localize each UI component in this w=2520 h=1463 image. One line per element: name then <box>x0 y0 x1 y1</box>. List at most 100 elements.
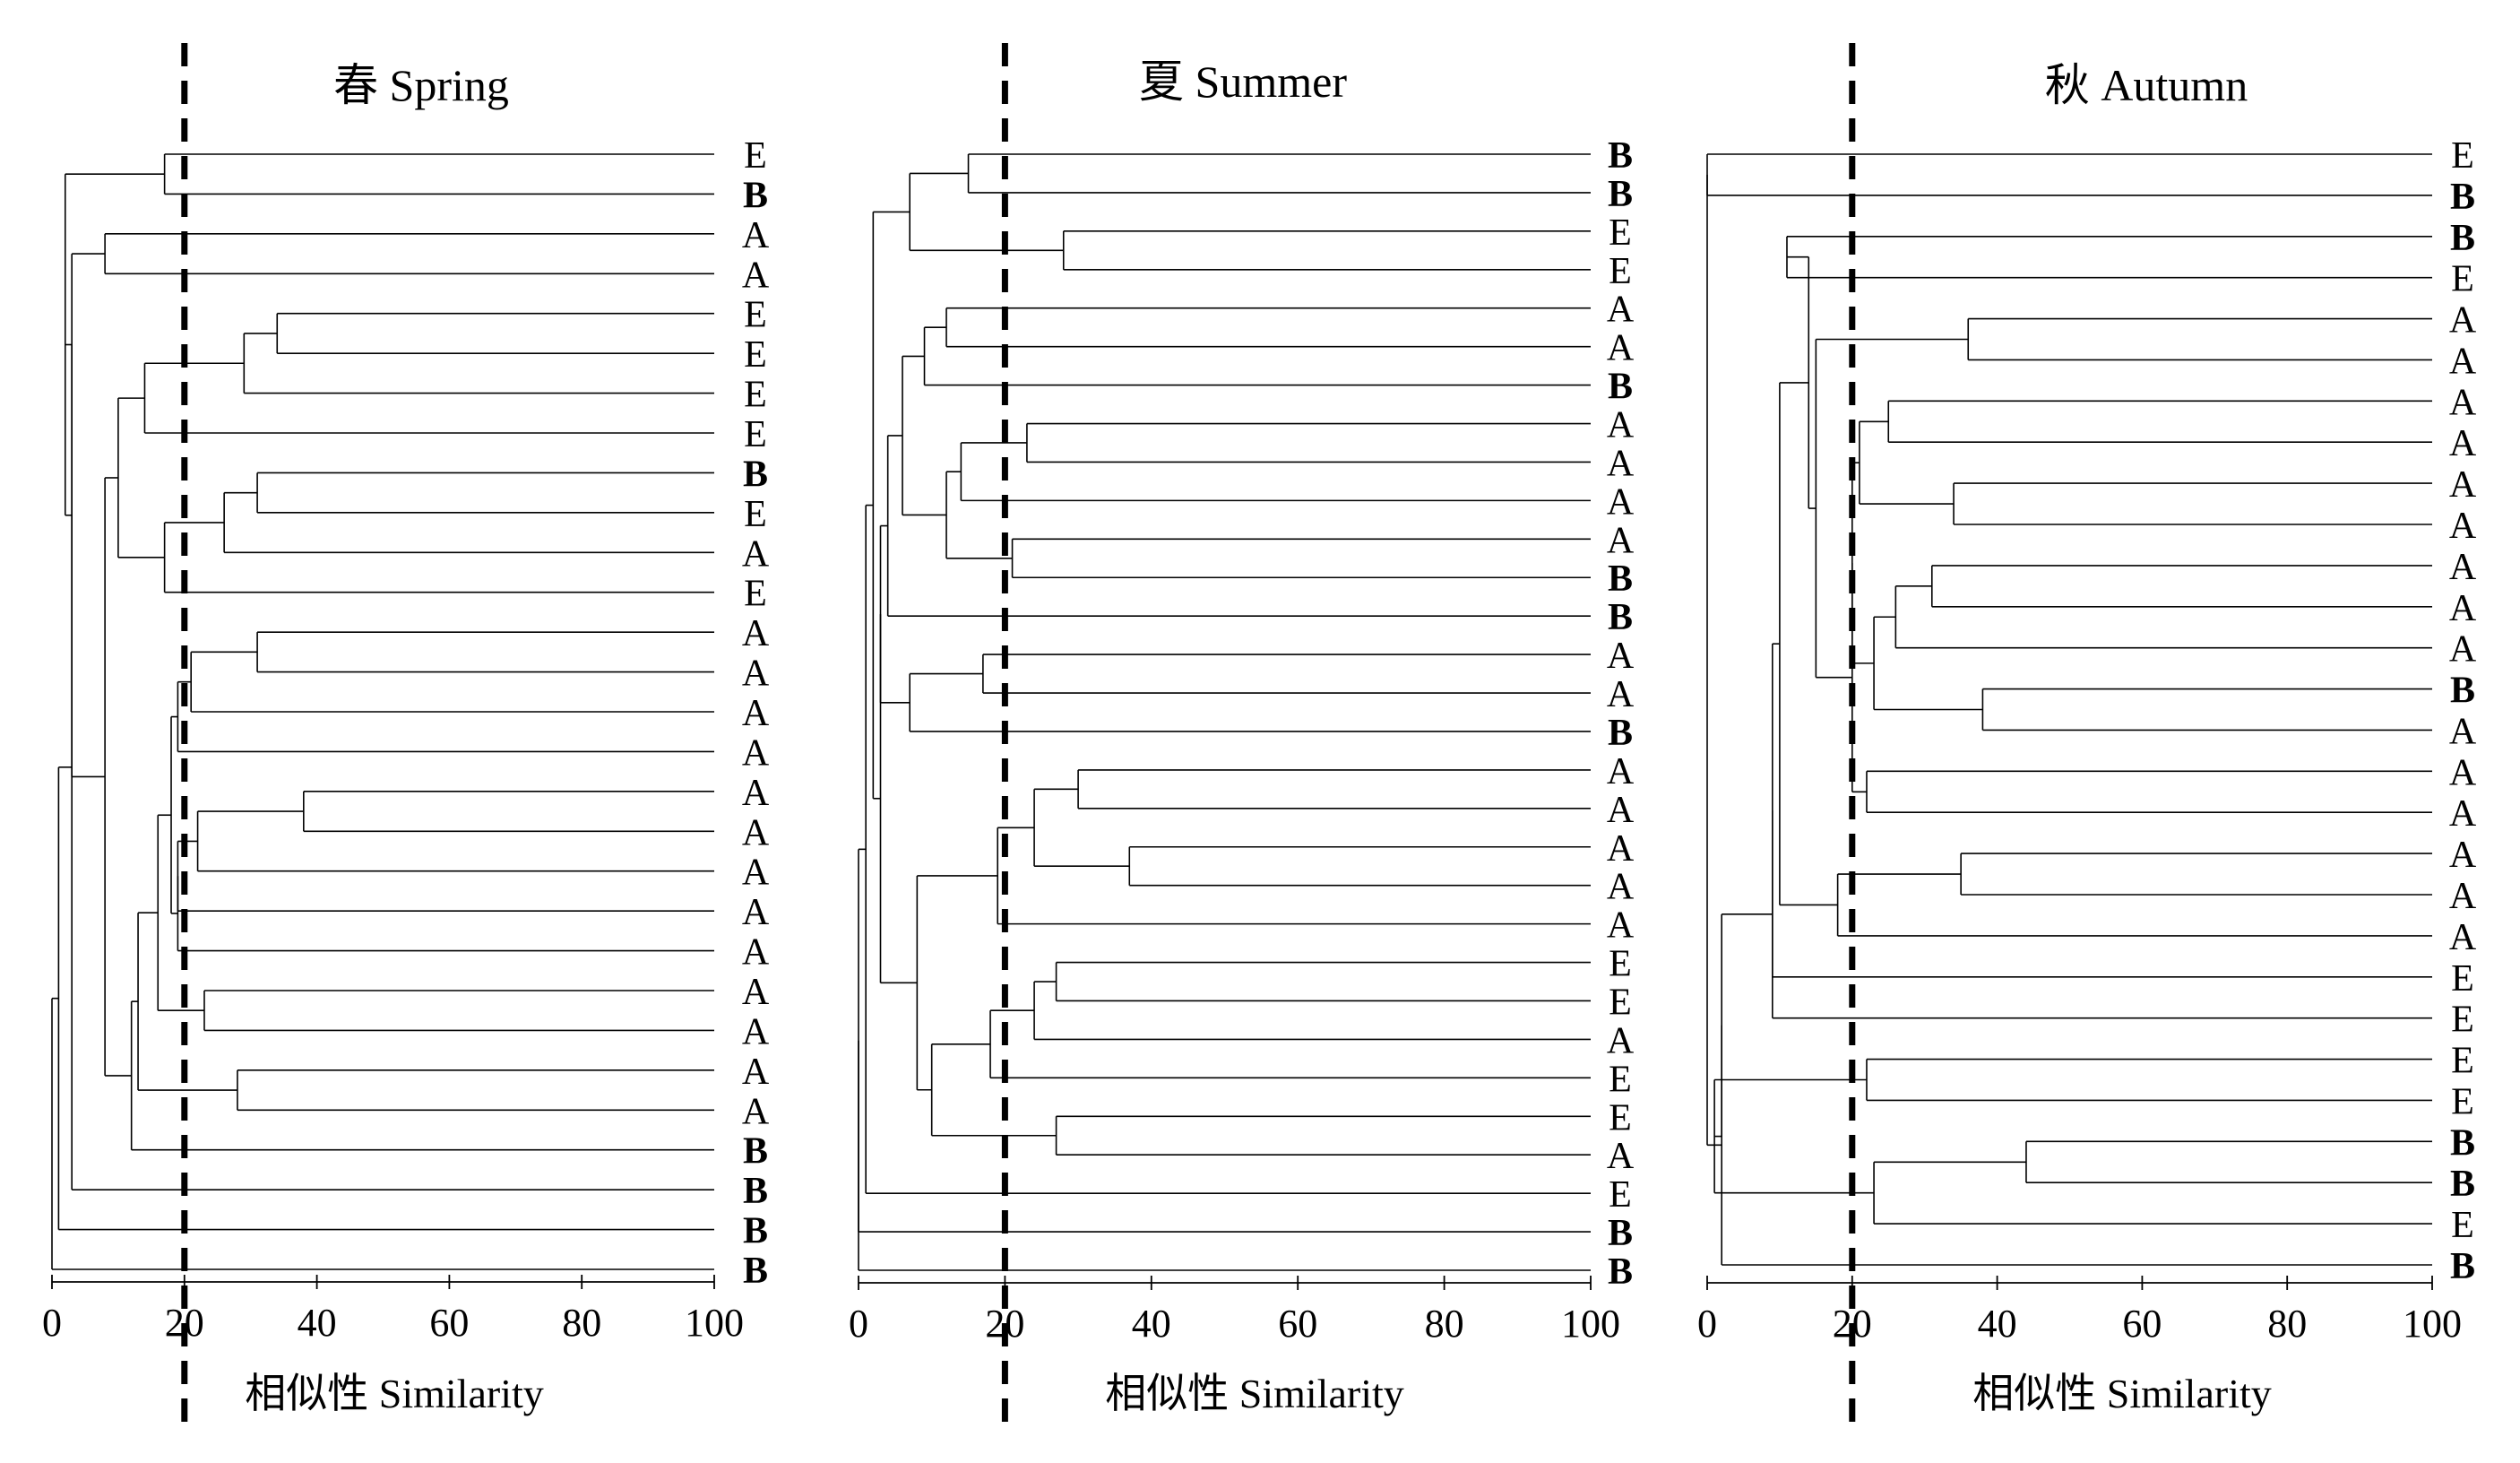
leaf-label: E <box>744 414 767 455</box>
leaf-label: B <box>1608 558 1633 600</box>
x-tick-label: 0 <box>849 1302 868 1346</box>
leaf-label: A <box>2449 300 2477 342</box>
leaf-label: A <box>2449 382 2477 423</box>
leaf-label: E <box>744 574 767 615</box>
leaf-label: E <box>1609 1097 1632 1138</box>
leaf-label: A <box>2449 711 2477 752</box>
leaf-label: A <box>2449 917 2477 958</box>
leaf-label: A <box>742 972 770 1013</box>
leaf-label: A <box>742 1052 770 1093</box>
leaf-label: A <box>1607 328 1635 369</box>
leaf-label: E <box>2451 1081 2474 1122</box>
leaf-label: E <box>2451 1000 2474 1041</box>
leaf-label: A <box>742 853 770 894</box>
leaf-label: A <box>742 932 770 974</box>
leaf-label: B <box>2450 671 2475 712</box>
leaf-label: A <box>1607 405 1635 446</box>
leaf-label: A <box>1607 443 1635 484</box>
leaf-label: B <box>743 1251 768 1292</box>
dendrogram-branches <box>1706 153 2432 1266</box>
leaf-label: A <box>742 773 770 814</box>
leaf-label: B <box>743 175 768 216</box>
x-tick-label: 80 <box>562 1301 601 1345</box>
leaf-label: B <box>2450 1122 2475 1164</box>
leaf-label: A <box>2449 629 2477 671</box>
leaf-label: A <box>742 812 770 853</box>
leaf-label: B <box>1608 1213 1633 1254</box>
x-axis-label: 相似性 Similarity <box>1105 1371 1404 1416</box>
leaf-label: E <box>744 334 767 376</box>
dendrogram-branches <box>858 153 1591 1271</box>
leaf-label: E <box>1609 251 1632 292</box>
leaf-label: A <box>1607 1136 1635 1177</box>
x-tick-label: 80 <box>2267 1302 2307 1346</box>
leaf-label: A <box>1607 481 1635 523</box>
leaf-label: A <box>742 654 770 695</box>
leaf-label: A <box>2449 464 2477 506</box>
panel-title: 春 Spring <box>333 60 509 110</box>
leaf-label: A <box>1607 828 1635 870</box>
leaf-label: B <box>743 454 768 495</box>
leaf-label: A <box>1607 905 1635 947</box>
x-tick-label: 40 <box>1978 1302 2017 1346</box>
leaf-label: E <box>1609 1174 1632 1216</box>
leaf-label: E <box>744 295 767 336</box>
leaf-label: A <box>1607 674 1635 715</box>
leaf-label: E <box>2451 958 2474 1000</box>
leaf-label: E <box>1609 212 1632 254</box>
leaf-label: A <box>1607 290 1635 331</box>
leaf-label: A <box>742 613 770 654</box>
leaf-label: A <box>742 732 770 774</box>
leaf-label: A <box>2449 876 2477 917</box>
leaf-label: A <box>742 1091 770 1132</box>
panel-title: 秋 Autumn <box>2045 60 2248 110</box>
leaf-label: A <box>1607 867 1635 908</box>
leaf-label: E <box>2451 1205 2474 1246</box>
x-tick-label: 0 <box>1697 1302 1717 1346</box>
leaf-label: E <box>1609 1059 1632 1100</box>
leaf-label: A <box>742 1011 770 1052</box>
leaf-label: A <box>742 255 770 296</box>
leaf-label: A <box>742 533 770 575</box>
leaf-label: E <box>744 494 767 535</box>
leaf-label: E <box>2451 135 2474 177</box>
leaf-label: A <box>2449 793 2477 835</box>
x-tick-label: 60 <box>1278 1302 1317 1346</box>
leaf-label: B <box>743 1171 768 1212</box>
leaf-label: E <box>1609 982 1632 1023</box>
leaf-label: A <box>1607 790 1635 831</box>
x-tick-label: 60 <box>429 1301 469 1345</box>
dendrogram-panel-3: 秋 AutumnEBBEAAAAAAAAABAAAAAAEEEEBBEB0204… <box>1697 43 2477 1434</box>
leaf-label: A <box>2449 341 2477 382</box>
leaf-label: B <box>743 1211 768 1252</box>
dendrogram-panel-2: 夏 SummerBBEEAABAAAABBAABAAAAAEEAEEAEBB02… <box>849 43 1635 1434</box>
x-tick-label: 100 <box>685 1301 744 1345</box>
x-tick-label: 40 <box>1132 1302 1171 1346</box>
leaf-label: B <box>1608 597 1633 638</box>
leaf-label: A <box>1607 751 1635 792</box>
leaf-label: A <box>1607 636 1635 677</box>
leaf-label: B <box>1608 1251 1633 1293</box>
leaf-label: B <box>1608 174 1633 215</box>
x-tick-label: 60 <box>2122 1302 2162 1346</box>
x-tick-label: 100 <box>1561 1302 1620 1346</box>
leaf-label: A <box>742 215 770 256</box>
leaf-label: A <box>2449 506 2477 547</box>
leaf-label: A <box>2449 547 2477 588</box>
leaf-label: A <box>2449 423 2477 464</box>
leaf-label: B <box>2450 218 2475 259</box>
leaf-label: A <box>742 693 770 734</box>
leaf-label: B <box>2450 1246 2475 1287</box>
x-tick-label: 100 <box>2403 1302 2462 1346</box>
leaf-label: E <box>2451 259 2474 300</box>
leaf-label: E <box>744 135 767 177</box>
leaf-label: A <box>2449 588 2477 629</box>
leaf-label: B <box>2450 1164 2475 1205</box>
leaf-label: B <box>743 1131 768 1173</box>
x-axis-label: 相似性 Similarity <box>1972 1371 2272 1416</box>
leaf-label: B <box>2450 177 2475 218</box>
leaf-label: A <box>2449 835 2477 876</box>
